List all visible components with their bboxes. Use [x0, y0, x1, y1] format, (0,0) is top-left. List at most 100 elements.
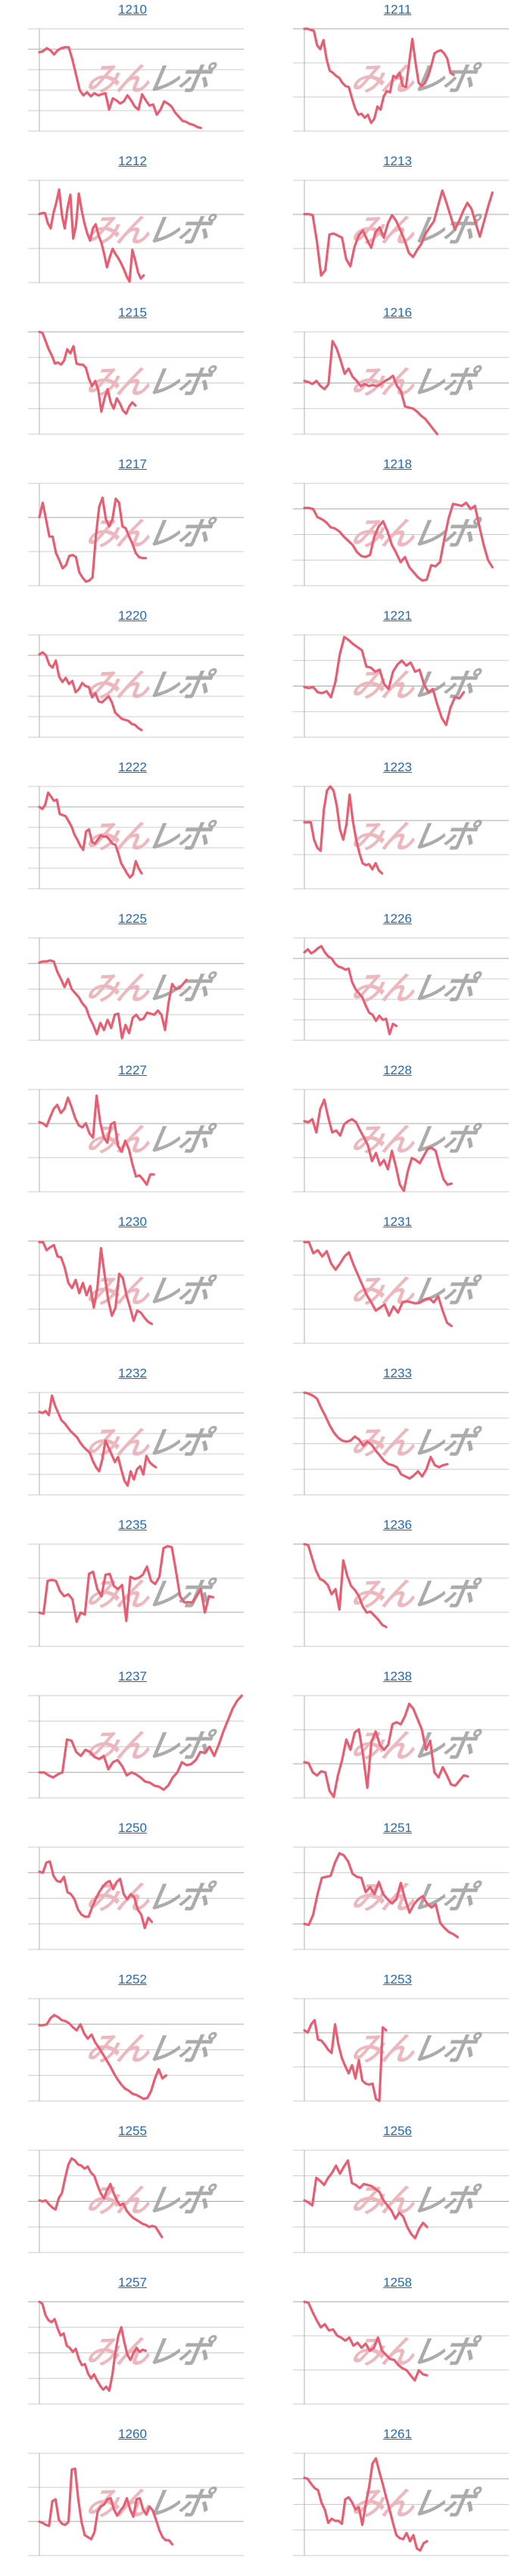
chart-cell: 1257 みんレポ: [0, 2273, 265, 2424]
series-line: [303, 501, 494, 582]
watermark-text: みんレポ: [83, 2486, 218, 2522]
chart-link[interactable]: 1233: [383, 1366, 412, 1380]
chart-link[interactable]: 1216: [383, 305, 412, 320]
chart-cell: 1223 みんレポ: [265, 758, 530, 909]
series-line: [303, 1543, 388, 1628]
watermark-text: みんレポ: [83, 2031, 218, 2068]
watermark-text: みんレポ: [348, 1577, 483, 1613]
chart-link[interactable]: 1255: [118, 2124, 147, 2138]
chart-link[interactable]: 1210: [118, 2, 147, 17]
chart-link[interactable]: 1230: [118, 1215, 147, 1229]
sparkline-chart: みんレポ: [293, 27, 509, 132]
chart-cell: 1210 みんレポ: [0, 0, 265, 152]
chart-link[interactable]: 1256: [383, 2124, 412, 2138]
chart-link[interactable]: 1237: [118, 1669, 147, 1683]
chart-cell: 1217 みんレポ: [0, 455, 265, 606]
watermark-text: みんレポ: [83, 364, 218, 401]
series-line: [303, 1391, 449, 1480]
sparkline-chart: みんレポ: [28, 2453, 244, 2556]
watermark-text: みんレポ: [83, 1122, 218, 1158]
chart-link[interactable]: 1258: [383, 2275, 412, 2290]
chart-link[interactable]: 1228: [383, 1063, 412, 1077]
chart-link[interactable]: 1223: [383, 760, 412, 774]
watermark-text: みんレポ: [83, 667, 218, 704]
chart-link[interactable]: 1236: [383, 1518, 412, 1532]
chart-link[interactable]: 1252: [118, 1972, 147, 1987]
watermark-text: みんレポ: [348, 364, 483, 401]
watermark-text: みんレポ: [83, 2334, 218, 2371]
series-line: [303, 1098, 453, 1193]
watermark-text: みんレポ: [348, 971, 483, 1007]
sparkline-chart: みんレポ: [28, 1694, 244, 1799]
sparkline-chart: みんレポ: [28, 1240, 244, 1344]
chart-link[interactable]: 1222: [118, 760, 147, 774]
chart-cell: 1253 みんレポ: [265, 1970, 530, 2121]
watermark-text: みんレポ: [348, 516, 483, 552]
chart-link[interactable]: 1260: [118, 2427, 147, 2441]
chart-cell: 1258 みんレポ: [265, 2273, 530, 2424]
series-line: [303, 339, 439, 436]
chart-cell: 1222 みんレポ: [0, 758, 265, 909]
sparkline-chart: みんレポ: [293, 180, 509, 283]
chart-link[interactable]: 1217: [118, 457, 147, 471]
sparkline-chart: みんレポ: [28, 28, 244, 132]
chart-link[interactable]: 1253: [383, 1972, 412, 1987]
chart-link[interactable]: 1221: [383, 608, 412, 623]
chart-link[interactable]: 1212: [118, 154, 147, 168]
watermark-text: みんレポ: [348, 2183, 483, 2219]
series-line: [38, 1240, 154, 1325]
chart-link[interactable]: 1261: [383, 2427, 412, 2441]
chart-link[interactable]: 1225: [118, 911, 147, 926]
chart-cell: 1256 みんレポ: [265, 2121, 530, 2273]
series-line: [38, 1394, 157, 1487]
chart-cell: 1215 みんレポ: [0, 303, 265, 455]
chart-cell: 1232 みんレポ: [0, 1364, 265, 1515]
chart-cell: 1250 みんレポ: [0, 1818, 265, 1970]
watermark-text: みんレポ: [348, 1425, 483, 1462]
watermark-text: みんレポ: [348, 1880, 483, 1916]
series-line: [303, 2159, 429, 2240]
sparkline-chart: みんレポ: [28, 330, 244, 435]
series-line: [303, 2300, 429, 2382]
watermark-text: みんレポ: [83, 1728, 218, 1765]
chart-link[interactable]: 1257: [118, 2275, 147, 2290]
chart-link[interactable]: 1218: [383, 457, 412, 471]
chart-link[interactable]: 1211: [383, 2, 412, 17]
chart-cell: 1235 みんレポ: [0, 1515, 265, 1667]
chart-link[interactable]: 1226: [383, 911, 412, 926]
sparkline-chart: みんレポ: [293, 937, 509, 1041]
chart-cell: 1252 みんレポ: [0, 1970, 265, 2121]
chart-link[interactable]: 1238: [383, 1669, 412, 1683]
chart-link[interactable]: 1215: [118, 305, 147, 320]
chart-cell: 1212 みんレポ: [0, 152, 265, 303]
watermark-text: みんレポ: [83, 971, 218, 1007]
series-line: [38, 1545, 215, 1624]
sparkline-chart: みんレポ: [293, 785, 509, 889]
chart-link[interactable]: 1250: [118, 1821, 147, 1835]
sparkline-chart: みんレポ: [293, 2300, 509, 2405]
series-line: [303, 636, 466, 727]
chart-cell: 1237 みんレポ: [0, 1667, 265, 1818]
chart-cell: 1231 みんレポ: [265, 1212, 530, 1364]
sparkline-chart: みんレポ: [293, 1240, 509, 1344]
series-line: [38, 1694, 243, 1791]
sparkline-chart: みんレポ: [28, 2149, 244, 2253]
chart-cell: 1261 みんレポ: [265, 2424, 530, 2576]
chart-link[interactable]: 1231: [383, 1215, 412, 1229]
chart-link[interactable]: 1251: [383, 1821, 412, 1835]
chart-cell: 1213 みんレポ: [265, 152, 530, 303]
chart-link[interactable]: 1232: [118, 1366, 147, 1380]
chart-link[interactable]: 1235: [118, 1518, 147, 1532]
series-line: [303, 2457, 429, 2552]
sparkline-chart: みんレポ: [293, 1391, 509, 1496]
sparkline-chart: みんレポ: [28, 1392, 244, 1496]
sparkline-chart: みんレポ: [28, 1543, 244, 1647]
series-line: [303, 2018, 388, 2102]
chart-link[interactable]: 1227: [118, 1063, 147, 1077]
sparkline-chart: みんレポ: [28, 937, 244, 1041]
chart-link[interactable]: 1213: [383, 154, 412, 168]
sparkline-chart: みんレポ: [28, 1089, 244, 1193]
watermark-text: みんレポ: [83, 516, 218, 552]
sparkline-chart: みんレポ: [293, 1998, 509, 2102]
chart-link[interactable]: 1220: [118, 608, 147, 623]
